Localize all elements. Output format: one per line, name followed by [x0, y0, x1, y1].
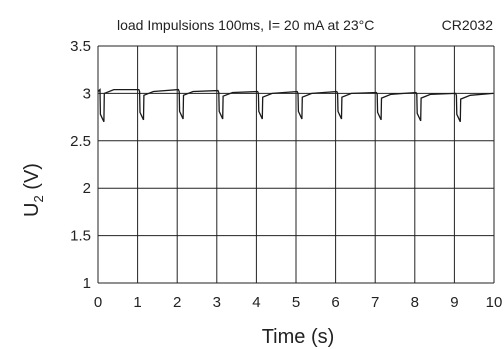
y-tick-label: 3.5 — [70, 38, 91, 55]
y-tick-label: 1 — [83, 275, 91, 292]
y-tick-labels: 1 1.5 2 2.5 3 3.5 — [70, 38, 91, 292]
x-axis-title: Time (s) — [262, 326, 335, 348]
y-tick-label: 1.5 — [70, 228, 91, 245]
y-axis-title-main: U — [21, 203, 43, 217]
y-tick-label: 2 — [83, 180, 91, 197]
y-axis-title-subscript: 2 — [31, 195, 46, 202]
chart-series-layer — [97, 88, 494, 123]
x-tick-label: 7 — [371, 294, 379, 311]
x-tick-label: 8 — [411, 294, 419, 311]
x-tick-label: 1 — [133, 294, 141, 311]
x-tick-label: 3 — [213, 294, 221, 311]
x-tick-label: 4 — [252, 294, 260, 311]
y-tick-label: 3 — [83, 85, 91, 102]
x-tick-label: 5 — [292, 294, 300, 311]
chart-grid — [97, 45, 495, 284]
voltage-series-line — [97, 88, 494, 123]
chart-title-right: CR2032 — [442, 17, 494, 33]
x-tick-label: 9 — [450, 294, 458, 311]
x-tick-label: 2 — [173, 294, 181, 311]
y-tick-label: 2.5 — [70, 133, 91, 150]
y-axis-title: U2 (V) — [21, 163, 46, 217]
chart-title: load Impulsions 100ms, I= 20 mA at 23°C — [117, 17, 374, 33]
x-tick-label: 6 — [331, 294, 339, 311]
x-tick-labels: 0 1 2 3 4 5 6 7 8 9 10 — [94, 294, 503, 311]
x-tick-label: 0 — [94, 294, 102, 311]
y-axis-title-unit: (V) — [21, 163, 43, 195]
x-tick-label: 10 — [486, 294, 503, 311]
